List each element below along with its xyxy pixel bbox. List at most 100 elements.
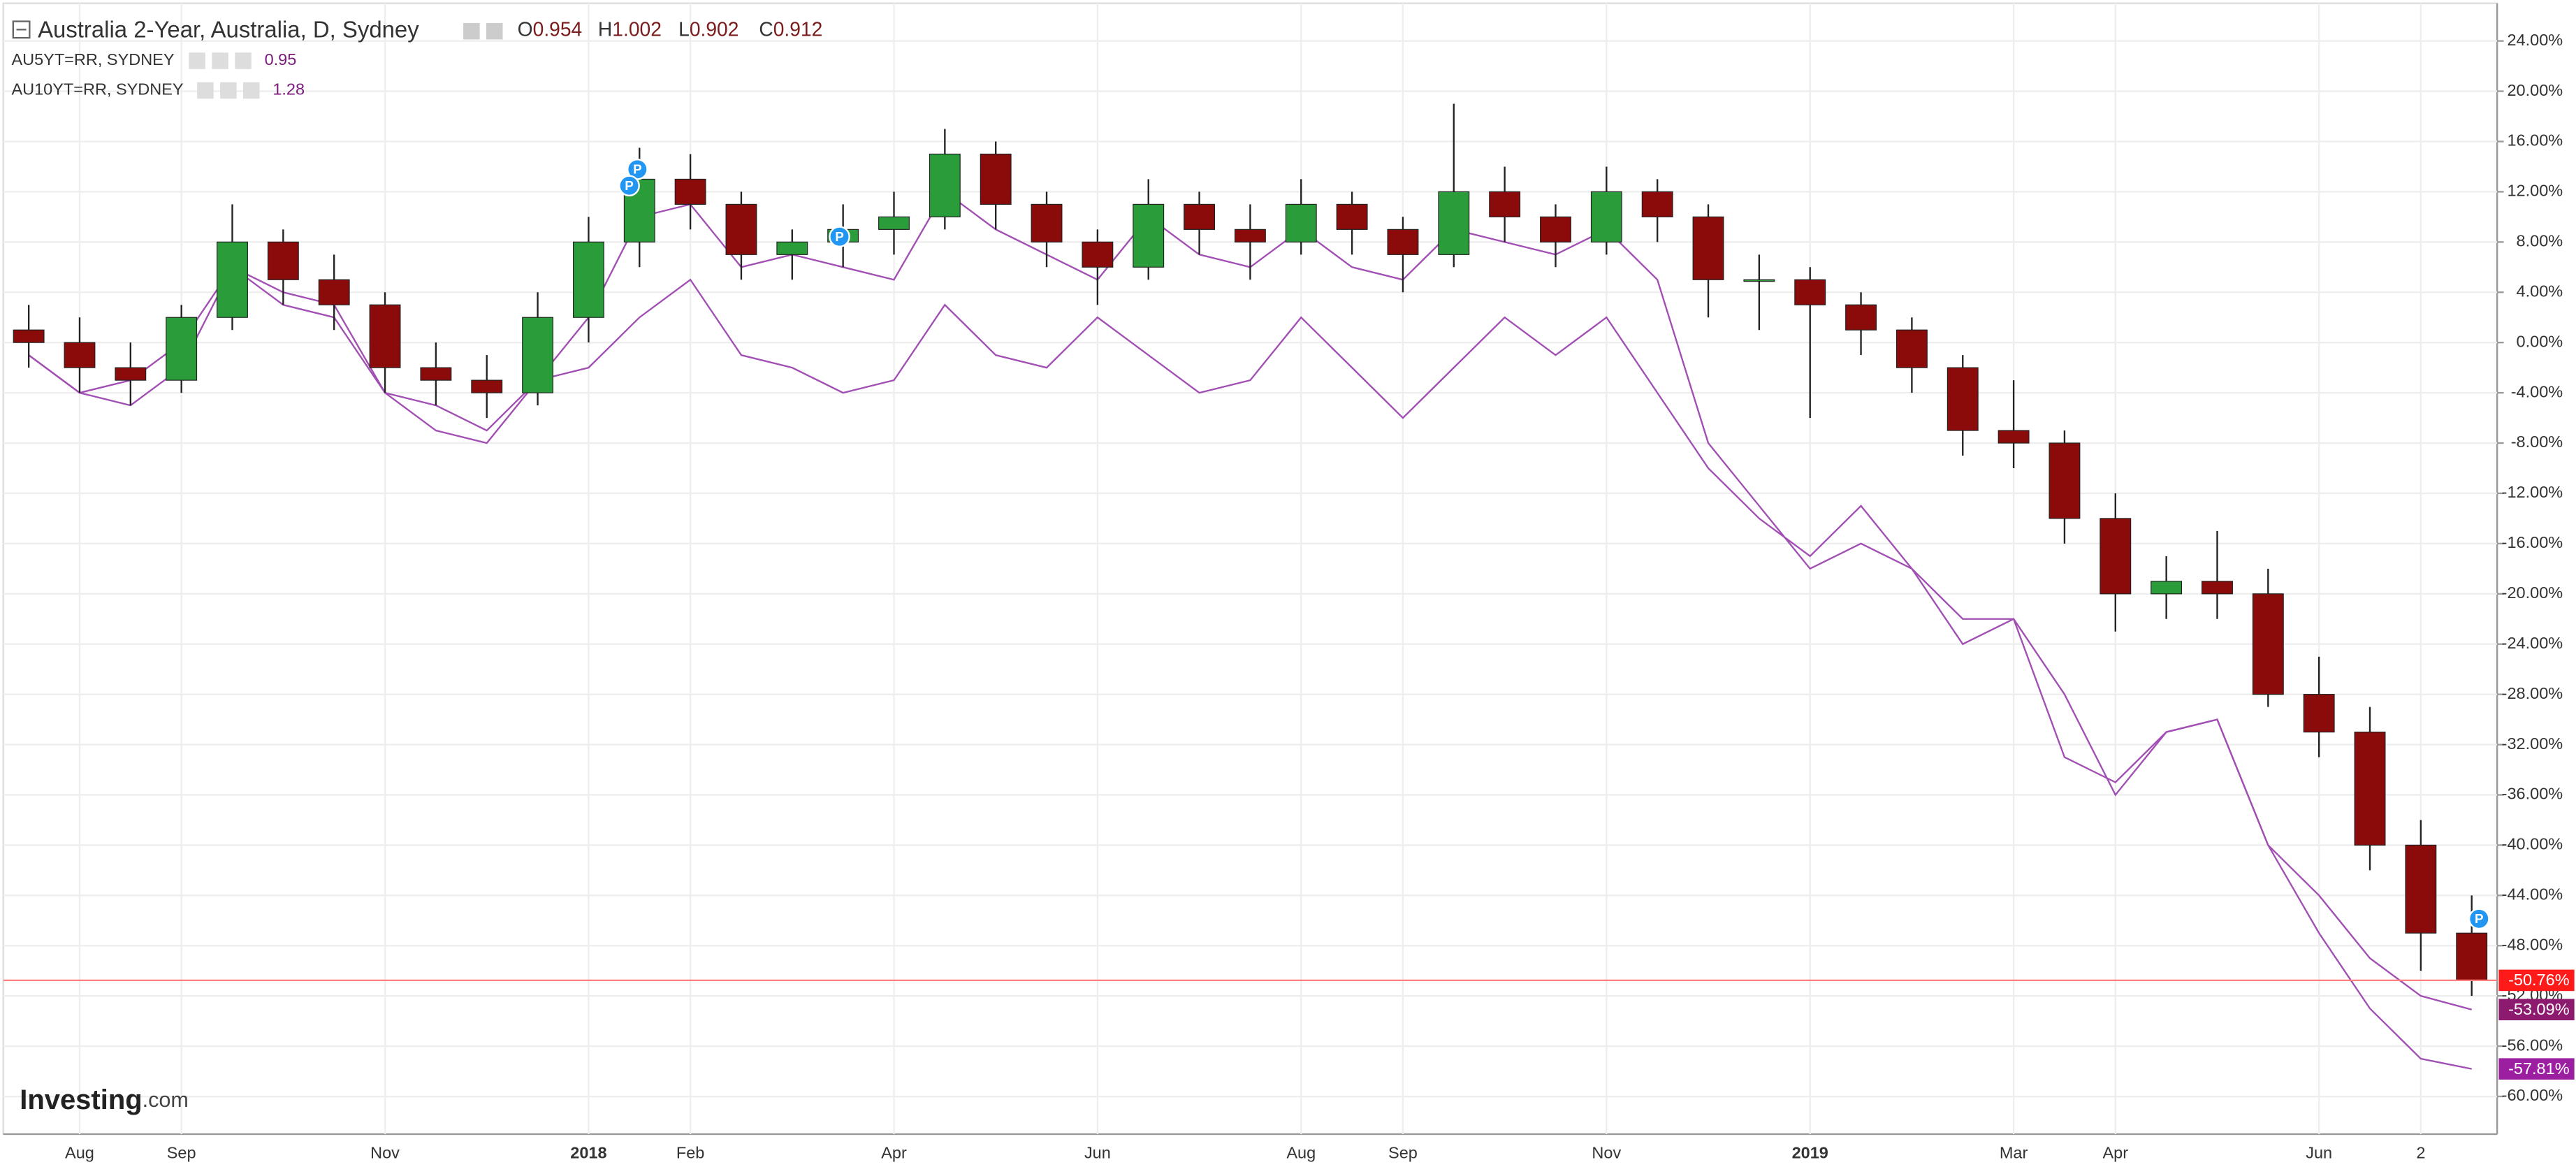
- last-value-label: -50.76%: [2508, 971, 2570, 989]
- settings-icon: [463, 22, 480, 40]
- candle-body: [1184, 203, 1216, 230]
- y-tick-label: -56.00%: [2502, 1036, 2563, 1054]
- x-tick-label: 2019: [1792, 1143, 1828, 1161]
- y-tick-label: -32.00%: [2502, 734, 2563, 753]
- x-tick-label: Aug: [1286, 1143, 1316, 1161]
- readout-value: 0.954: [533, 18, 583, 41]
- y-tick-label: 24.00%: [2507, 31, 2563, 49]
- legend-name: AU10YT=RR, SYDNEY: [11, 80, 183, 99]
- candle-body: [1489, 191, 1521, 217]
- logo: Investing.com: [20, 1084, 189, 1115]
- legend-icon: [220, 82, 237, 99]
- y-tick-label: -24.00%: [2502, 634, 2563, 652]
- candle-body: [1590, 191, 1622, 242]
- event-flag-label[interactable]: P: [633, 161, 642, 176]
- readout-value: 0.912: [773, 18, 823, 41]
- readout-value: 1.002: [612, 18, 662, 41]
- grid: [3, 3, 2504, 1134]
- candle-body: [1387, 229, 1419, 255]
- candle-body: [725, 203, 757, 255]
- candle-body: [2202, 581, 2233, 595]
- x-tick-label: Apr: [881, 1143, 907, 1161]
- x-tick-label: Jun: [1084, 1143, 1111, 1161]
- y-tick-label: -48.00%: [2502, 935, 2563, 953]
- legend-icon: [212, 52, 228, 69]
- candle-body: [2252, 593, 2284, 695]
- candle-body: [980, 153, 1012, 205]
- y-tick-label: -8.00%: [2511, 433, 2563, 451]
- logo-suffix: .com: [143, 1088, 189, 1112]
- candle-body: [2151, 581, 2183, 595]
- x-tick-label: Nov: [1592, 1143, 1621, 1161]
- candle-body: [878, 216, 910, 230]
- x-tick-label: Nov: [370, 1143, 400, 1161]
- candle-body: [217, 241, 248, 318]
- event-flag-label[interactable]: P: [2475, 911, 2484, 926]
- candle-body: [1133, 203, 1165, 268]
- chart-title: Australia 2-Year, Australia, D, Sydney: [38, 16, 419, 42]
- y-tick-label: -44.00%: [2502, 885, 2563, 904]
- x-tick-label: Aug: [65, 1143, 94, 1161]
- candle-body: [2303, 694, 2335, 733]
- event-flag: [618, 175, 640, 197]
- candle-body: [2049, 442, 2081, 519]
- readout-item: O0.954: [518, 18, 583, 41]
- candle-body: [674, 178, 706, 205]
- y-tick-label: 8.00%: [2517, 232, 2563, 250]
- y-tick-label: -36.00%: [2502, 785, 2563, 803]
- legend-readout: 0.95: [265, 50, 297, 68]
- legend-name: AU5YT=RR, SYDNEY: [11, 50, 174, 68]
- candle-body: [1998, 430, 2030, 444]
- event-flag: [2468, 908, 2490, 930]
- legend: AU5YT=RR, SYDNEY 0.95 AU10YT=RR, SYDNEY 1.2…: [11, 50, 305, 99]
- collapse-icon[interactable]: [12, 20, 31, 39]
- x-tick-label: Sep: [167, 1143, 196, 1161]
- y-tick-label: 4.00%: [2517, 282, 2563, 300]
- candle-body: [64, 342, 96, 368]
- candle-body: [1285, 203, 1317, 242]
- event-flag-label[interactable]: P: [625, 178, 634, 193]
- candle-body: [2456, 932, 2488, 981]
- last-value-label: -57.81%: [2508, 1059, 2570, 1078]
- readout-item: H1.002: [598, 18, 662, 41]
- candle-body: [318, 279, 350, 305]
- candle-body: [1641, 191, 1673, 217]
- candle-body: [776, 241, 808, 255]
- candle-body: [1540, 216, 1571, 242]
- candle-body: [522, 317, 554, 393]
- x-tick-label: Apr: [2103, 1143, 2129, 1161]
- legend-icon: [235, 52, 252, 69]
- readout-key: H: [598, 18, 612, 41]
- candle-body: [420, 367, 452, 381]
- candle-body: [1743, 279, 1775, 282]
- legend-readout: 1.28: [272, 80, 305, 99]
- candle-body: [471, 379, 503, 393]
- y-tick-label: -60.00%: [2502, 1086, 2563, 1104]
- candle-body: [2405, 844, 2437, 934]
- last-value-label: -53.09%: [2508, 1000, 2570, 1018]
- candle-body: [1234, 229, 1266, 242]
- y-tick-label: 12.00%: [2507, 182, 2563, 200]
- candle-body: [2354, 731, 2386, 846]
- candle-body: [1031, 203, 1063, 242]
- candle-body: [1438, 191, 1470, 255]
- event-flag: [829, 226, 850, 247]
- candle-body: [1794, 279, 1826, 305]
- readout-item: C0.912: [759, 18, 822, 41]
- y-tick-label: 16.00%: [2507, 131, 2563, 150]
- x-tick-label: 2: [2416, 1143, 2425, 1161]
- candle-body: [166, 317, 198, 381]
- logo-main: Investing: [20, 1084, 142, 1115]
- x-tick-label: Mar: [2000, 1143, 2028, 1161]
- event-flag-label[interactable]: P: [835, 229, 844, 244]
- x-tick-label: Sep: [1388, 1143, 1418, 1161]
- legend-icon: [197, 82, 214, 99]
- y-tick-label: -4.00%: [2511, 382, 2563, 400]
- candle-body: [115, 367, 147, 381]
- candle-body: [1895, 329, 1928, 368]
- candle-body: [1946, 367, 1979, 431]
